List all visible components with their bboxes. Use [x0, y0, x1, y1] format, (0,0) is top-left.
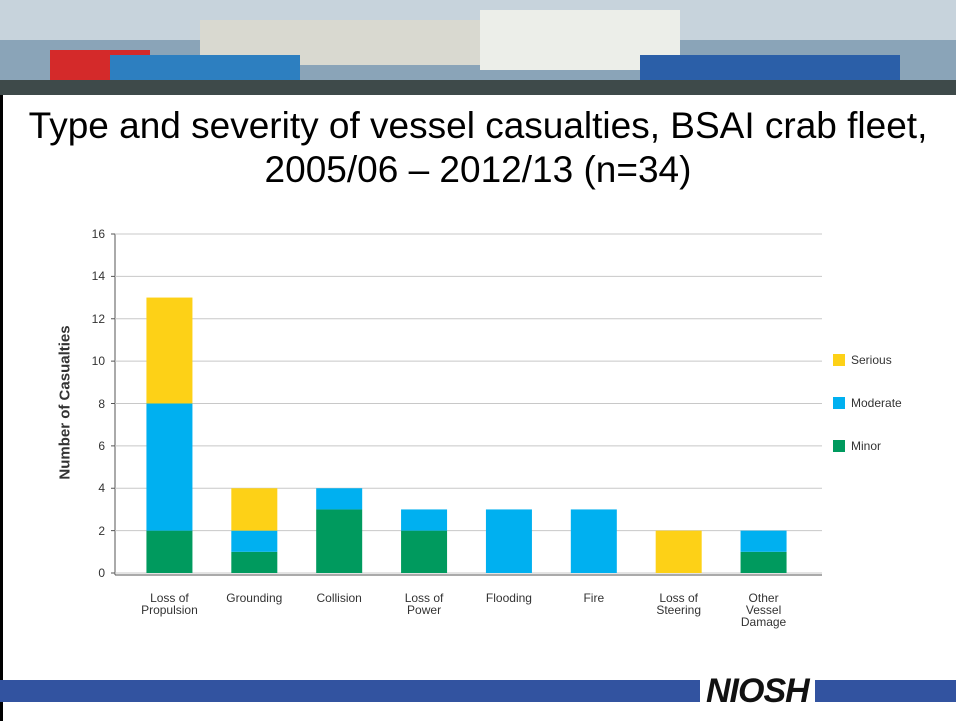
bar-segment — [486, 509, 532, 573]
logo: NIOSH — [700, 672, 815, 711]
x-tick-label: Flooding — [477, 592, 541, 604]
x-tick-label: Loss of Steering — [647, 592, 711, 616]
x-tick-label: Fire — [562, 592, 626, 604]
bar-segment — [571, 509, 617, 573]
x-tick-label: Other Vessel Damage — [732, 592, 796, 628]
x-tick-label: Collision — [307, 592, 371, 604]
bar-segment — [741, 552, 787, 573]
legend-swatch — [833, 354, 845, 366]
y-tick-label: 10 — [75, 355, 105, 367]
bar-segment — [656, 531, 702, 573]
legend-swatch — [833, 397, 845, 409]
legend-label: Moderate — [851, 397, 902, 409]
bar-segment — [231, 552, 277, 573]
bar-segment — [316, 509, 362, 573]
legend-swatch — [833, 440, 845, 452]
bar-segment — [146, 531, 192, 573]
y-tick-label: 12 — [75, 313, 105, 325]
bar-segment — [146, 298, 192, 404]
x-tick-label: Loss of Power — [392, 592, 456, 616]
y-tick-label: 2 — [75, 525, 105, 537]
chart-title: Type and severity of vessel casualties, … — [20, 104, 936, 192]
slide: Type and severity of vessel casualties, … — [0, 0, 956, 721]
bar-segment — [401, 531, 447, 573]
bar-segment — [231, 488, 277, 530]
y-tick-label: 0 — [75, 567, 105, 579]
y-axis-label: Number of Casualties — [57, 318, 74, 488]
bar-segment — [401, 509, 447, 530]
bar-segment — [231, 531, 277, 552]
y-tick-label: 16 — [75, 228, 105, 240]
legend-label: Serious — [851, 354, 892, 366]
y-tick-label: 14 — [75, 270, 105, 282]
y-tick-label: 4 — [75, 482, 105, 494]
x-tick-label: Grounding — [222, 592, 286, 604]
bar-segment — [146, 404, 192, 531]
y-tick-label: 6 — [75, 440, 105, 452]
y-tick-label: 8 — [75, 398, 105, 410]
legend-label: Minor — [851, 440, 881, 452]
frame — [0, 95, 3, 721]
banner-water — [0, 80, 956, 95]
bar-segment — [316, 488, 362, 509]
bar-segment — [741, 531, 787, 552]
x-tick-label: Loss of Propulsion — [137, 592, 201, 616]
